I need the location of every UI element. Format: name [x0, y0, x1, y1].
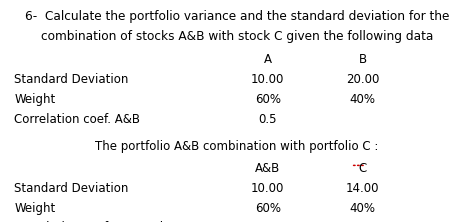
Text: A&B: A&B: [255, 162, 281, 175]
Text: B: B: [358, 53, 367, 66]
Text: Standard Deviation: Standard Deviation: [14, 182, 128, 195]
Text: Weight: Weight: [14, 93, 55, 106]
Text: 40%: 40%: [350, 202, 375, 215]
Text: 40%: 40%: [350, 93, 375, 106]
Text: Correlation coef A&B and C: Correlation coef A&B and C: [14, 221, 175, 222]
Text: 10.00: 10.00: [251, 73, 284, 86]
Text: 0.69: 0.69: [255, 221, 281, 222]
Text: The portfolio A&B combination with portfolio C :: The portfolio A&B combination with portf…: [95, 140, 379, 153]
Text: 14.00: 14.00: [346, 182, 379, 195]
Text: 6-  Calculate the portfolio variance and the standard deviation for the: 6- Calculate the portfolio variance and …: [25, 10, 449, 23]
Text: 60%: 60%: [255, 93, 281, 106]
Text: 20.00: 20.00: [346, 73, 379, 86]
Text: 0.5: 0.5: [258, 113, 277, 126]
Text: Correlation coef. A&B: Correlation coef. A&B: [14, 113, 140, 126]
Text: Standard Deviation: Standard Deviation: [14, 73, 128, 86]
Text: A: A: [264, 53, 272, 66]
Text: 60%: 60%: [255, 202, 281, 215]
Text: C: C: [358, 162, 367, 175]
Text: combination of stocks A&B with stock C given the following data: combination of stocks A&B with stock C g…: [41, 30, 433, 43]
Text: 10.00: 10.00: [251, 182, 284, 195]
Text: Weight: Weight: [14, 202, 55, 215]
